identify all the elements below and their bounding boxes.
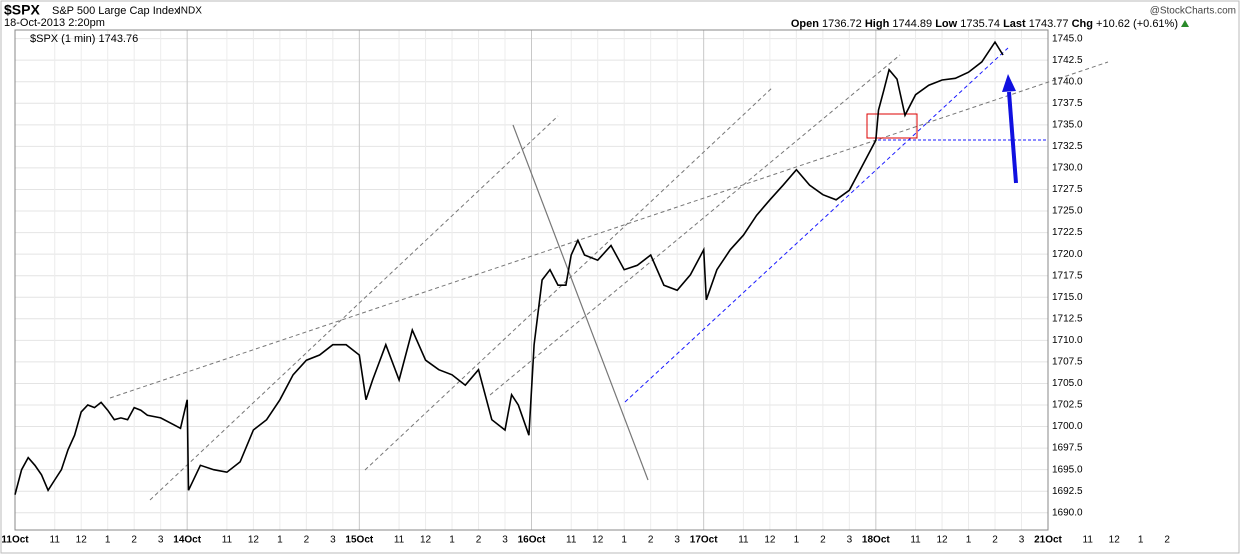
arrow: [1007, 91, 1018, 184]
x-tick-label: 3: [502, 535, 508, 546]
x-tick-label: 1: [449, 535, 455, 546]
y-tick-label: 1705.0: [1052, 378, 1083, 389]
y-tick-label: 1725.0: [1052, 206, 1083, 217]
symbol: $SPX: [4, 2, 40, 18]
x-tick-label: 1: [966, 535, 972, 546]
trendline: [364, 86, 774, 471]
y-tick-label: 1720.0: [1052, 249, 1083, 260]
up-icon: [1181, 20, 1189, 27]
y-tick-label: 1722.5: [1052, 227, 1083, 238]
x-tick-label: 11: [738, 535, 749, 546]
plot-frame: [14, 29, 1049, 531]
y-tick-label: 1702.5: [1052, 400, 1083, 411]
y-tick-label: 1742.5: [1052, 55, 1083, 66]
trendline: [109, 61, 1109, 399]
x-tick-label: 1: [621, 535, 627, 546]
date: 18-Oct-2013 2:20pm: [4, 17, 105, 29]
open: 1736.72: [822, 18, 862, 30]
x-tick-label: 1: [1138, 535, 1144, 546]
x-tick-label: 12: [764, 535, 776, 546]
y-tick-label: 1695.0: [1052, 464, 1083, 475]
x-tick-label: 2: [820, 535, 826, 546]
y-tick-label: 1715.0: [1052, 292, 1083, 303]
x-tick-label: 2: [1164, 535, 1170, 546]
title: S&P 500 Large Cap Index: [52, 5, 180, 17]
x-tick-label: 11: [222, 535, 233, 546]
trendline: [512, 124, 649, 481]
x-tick-label: 11: [394, 535, 405, 546]
y-tick-label: 1732.5: [1052, 141, 1083, 152]
x-tick-label: 3: [330, 535, 336, 546]
x-tick-label: 12: [248, 535, 260, 546]
x-tick-label: 12: [76, 535, 88, 546]
x-tick-label: 1: [277, 535, 283, 546]
exchange: INDX: [178, 6, 202, 17]
x-tick-label: 11: [1083, 535, 1094, 546]
y-tick-label: 1730.0: [1052, 163, 1083, 174]
last: 1743.77: [1029, 18, 1069, 30]
x-tick-label: 11: [910, 535, 921, 546]
x-tick-label: 12: [592, 535, 604, 546]
x-tick-label: 1: [794, 535, 800, 546]
arrow-head: [1002, 74, 1016, 92]
low: 1735.74: [960, 18, 1000, 30]
x-tick-label: 15Oct: [345, 535, 373, 546]
x-tick-label: 12: [936, 535, 948, 546]
y-tick-label: 1740.0: [1052, 76, 1083, 87]
grid: [14, 30, 1049, 530]
quote: Open 1736.72 High 1744.89 Low 1735.74 La…: [791, 18, 1178, 30]
x-tick-label: 1: [105, 535, 111, 546]
y-tick-label: 1745.0: [1052, 33, 1083, 44]
y-tick-label: 1727.5: [1052, 184, 1083, 195]
trendlines: [109, 47, 1109, 501]
x-tick-label: 3: [158, 535, 164, 546]
x-tick-label: 3: [1019, 535, 1025, 546]
y-tick-label: 1697.5: [1052, 443, 1083, 454]
y-tick-label: 1717.5: [1052, 270, 1083, 281]
trendline: [489, 54, 901, 396]
x-tick-label: 3: [674, 535, 680, 546]
chg-label: Chg: [1072, 18, 1093, 30]
x-tick-label: 11: [50, 535, 61, 546]
trendline: [624, 47, 1009, 403]
x-tick-label: 12: [1109, 535, 1121, 546]
x-tick-label: 17Oct: [690, 535, 718, 546]
y-tick-label: 1737.5: [1052, 98, 1083, 109]
x-tick-label: 21Oct: [1034, 535, 1062, 546]
chg: +10.62 (+0.61%): [1096, 18, 1178, 30]
high: 1744.89: [892, 18, 932, 30]
x-tick-label: 2: [131, 535, 137, 546]
x-tick-label: 2: [648, 535, 654, 546]
price-line: [14, 40, 1004, 495]
marks: [14, 40, 1004, 495]
x-tick-label: 11: [566, 535, 577, 546]
y-tick-label: 1735.0: [1052, 119, 1083, 130]
x-tick-label: 12: [420, 535, 432, 546]
x-tick-label: 3: [847, 535, 853, 546]
x-tick-label: 2: [476, 535, 482, 546]
y-tick-label: 1690.0: [1052, 507, 1083, 518]
x-tick-label: 2: [304, 535, 310, 546]
last-label: Last: [1003, 18, 1026, 30]
x-tick-label: 18Oct: [862, 535, 890, 546]
open-label: Open: [791, 18, 819, 30]
low-label: Low: [935, 18, 957, 30]
y-tick-label: 1710.0: [1052, 335, 1083, 346]
y-tick-label: 1707.5: [1052, 357, 1083, 368]
x-tick-label: 14Oct: [173, 535, 201, 546]
y-tick-label: 1712.5: [1052, 313, 1083, 324]
highlight-box: [866, 113, 918, 139]
x-tick-label: 2: [992, 535, 998, 546]
x-tick-label: 11Oct: [1, 535, 29, 546]
y-tick-label: 1700.0: [1052, 421, 1083, 432]
trendline: [149, 115, 559, 501]
credit: @StockCharts.com: [1150, 6, 1236, 17]
y-tick-label: 1692.5: [1052, 486, 1083, 497]
high-label: High: [865, 18, 890, 30]
legend-entry: $SPX (1 min) 1743.76: [30, 33, 138, 45]
x-tick-label: 16Oct: [518, 535, 546, 546]
